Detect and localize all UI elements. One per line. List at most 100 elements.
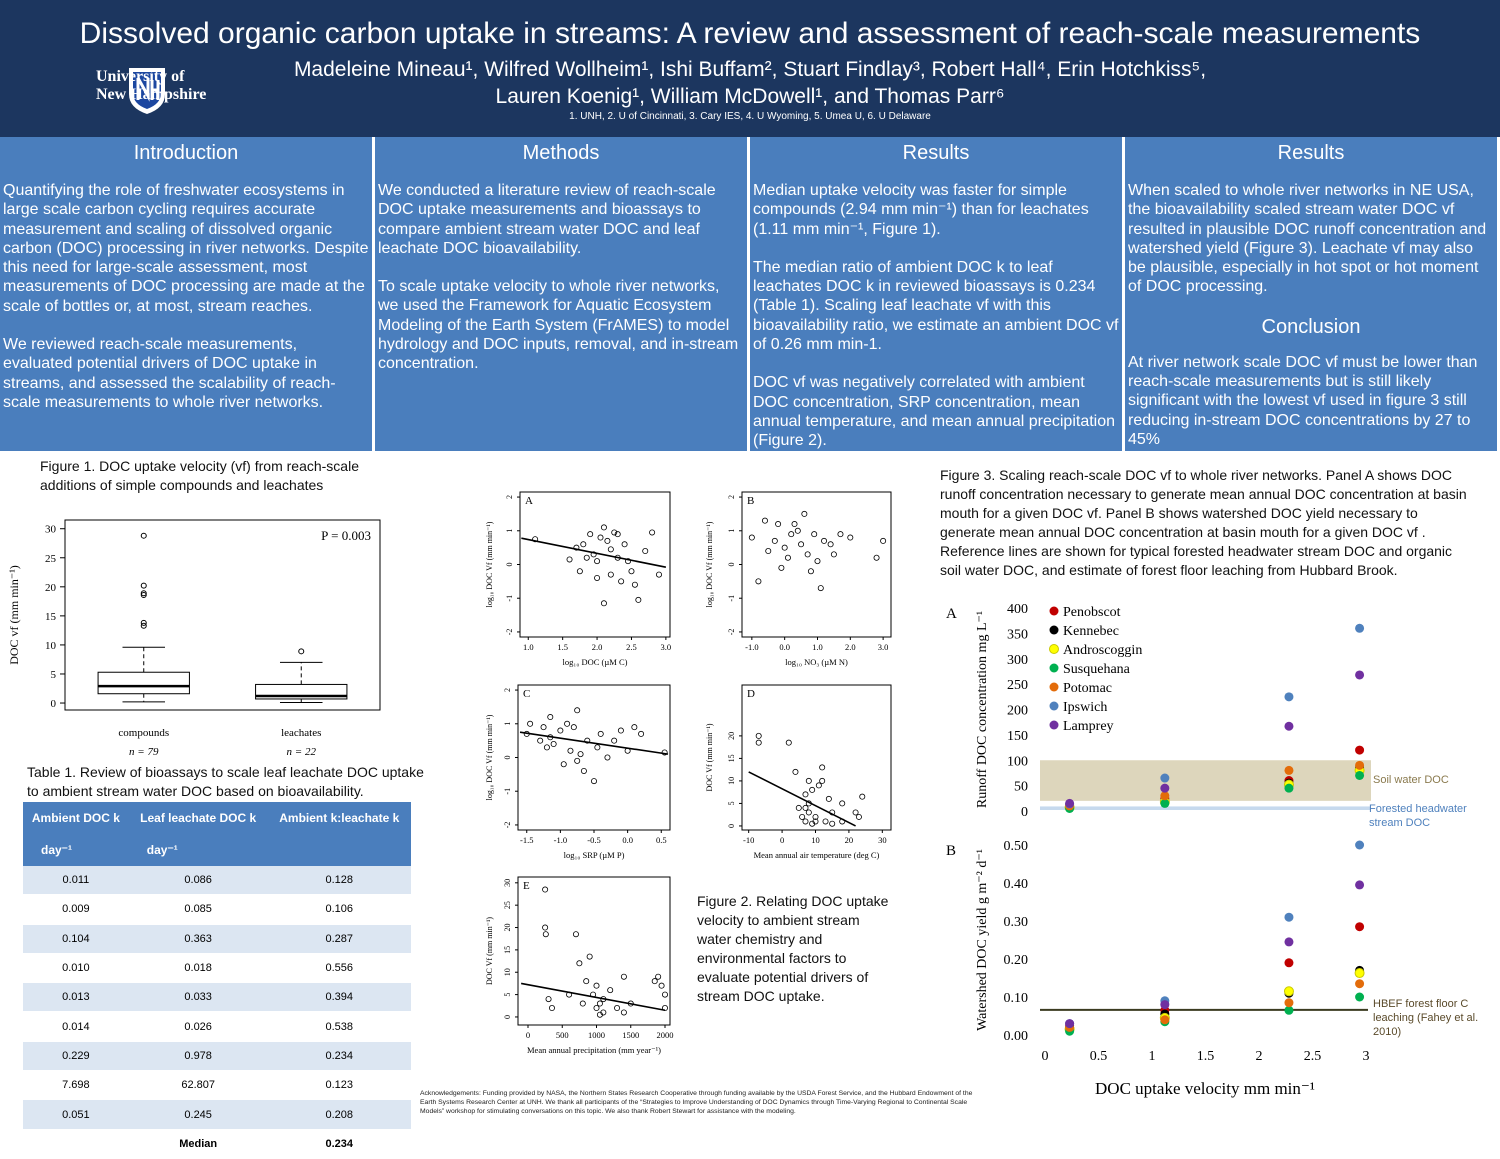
x-tick-label: 2.5 bbox=[626, 642, 637, 652]
point bbox=[822, 818, 829, 825]
scatter-chart: -2 -1 0 1 2 -1.5 -1.0 -0.5 0.0 0.5 log₁₀ SRP (µM P… bbox=[485, 684, 671, 860]
point bbox=[792, 768, 799, 775]
logo-line: University of bbox=[96, 68, 185, 85]
table-cell: 0.128 bbox=[267, 866, 411, 896]
point bbox=[778, 564, 785, 571]
point bbox=[576, 960, 583, 967]
point bbox=[1283, 986, 1294, 997]
point bbox=[781, 544, 788, 551]
point bbox=[795, 804, 802, 811]
point bbox=[798, 541, 805, 548]
point bbox=[617, 727, 624, 734]
point bbox=[532, 536, 539, 543]
point bbox=[614, 531, 621, 538]
x-tick-label: 10 bbox=[811, 835, 820, 845]
y-tick-label: 0.00 bbox=[1004, 1029, 1029, 1044]
panel-label: A bbox=[525, 495, 533, 507]
table-row: 0.229 0.978 0.234 bbox=[23, 1041, 411, 1072]
header-cell: Ambient k:leachate k bbox=[267, 802, 411, 834]
point bbox=[543, 744, 550, 751]
point bbox=[837, 531, 844, 538]
fit-line bbox=[521, 982, 666, 1012]
point bbox=[1284, 692, 1294, 702]
y-tick-label: 0 bbox=[1021, 805, 1028, 820]
x-tick-label: 2 bbox=[1256, 1049, 1263, 1064]
legend-label: Penobscot bbox=[1063, 605, 1121, 620]
point bbox=[852, 809, 859, 816]
point bbox=[548, 1005, 555, 1012]
y-tick-label: 5 bbox=[727, 801, 736, 805]
x-tick-label: 1.0 bbox=[812, 642, 823, 652]
y-tick-label: 5 bbox=[503, 993, 512, 997]
outlier bbox=[298, 648, 305, 655]
table-cell: 7.698 bbox=[23, 1070, 129, 1101]
x-tick-label: -0.5 bbox=[587, 835, 600, 845]
reference-label: Forested headwater stream DOC bbox=[1369, 803, 1467, 829]
point bbox=[631, 724, 638, 731]
table-cell: 0.123 bbox=[267, 1070, 411, 1101]
point bbox=[775, 521, 782, 528]
point bbox=[1355, 992, 1365, 1002]
point bbox=[1284, 912, 1294, 922]
table-cell: 0.009 bbox=[23, 894, 129, 925]
point bbox=[618, 578, 625, 585]
point bbox=[542, 886, 549, 893]
x-tick-label: -10 bbox=[743, 835, 754, 845]
point bbox=[583, 978, 590, 985]
x-tick-label: -1.5 bbox=[520, 835, 533, 845]
x-tick-label: 1000 bbox=[588, 1030, 605, 1040]
x-tick-label: 0.0 bbox=[779, 642, 790, 652]
table-cell: 0.106 bbox=[267, 894, 411, 925]
table-cell: 0.086 bbox=[128, 866, 268, 896]
y-tick-label: 20 bbox=[503, 924, 512, 932]
table-cell: 0.013 bbox=[23, 982, 129, 1013]
table-row: 0.104 0.363 0.287 bbox=[23, 924, 411, 954]
columns: Introduction Quantifying the role of fres… bbox=[0, 137, 1500, 451]
point bbox=[542, 924, 549, 931]
x-tick-label: 3.0 bbox=[661, 642, 672, 652]
table-cell: 0.556 bbox=[267, 953, 411, 984]
point bbox=[809, 820, 816, 827]
column-heading: Results bbox=[1277, 142, 1345, 164]
table-cell: 0.104 bbox=[23, 924, 129, 954]
column: Introduction Quantifying the role of fres… bbox=[0, 137, 372, 451]
table-cell: 0.394 bbox=[267, 982, 411, 1013]
y-tick-label: 0.30 bbox=[1004, 915, 1029, 930]
header-cell: Ambient DOC k bbox=[23, 802, 129, 834]
point bbox=[620, 973, 627, 980]
column-heading: Conclusion bbox=[1261, 315, 1361, 338]
point bbox=[827, 541, 834, 548]
affiliations: 1. UNH, 2. U of Cincinnati, 3. Cary IES,… bbox=[569, 111, 931, 122]
point bbox=[791, 521, 798, 528]
point bbox=[611, 529, 618, 536]
point bbox=[596, 1000, 603, 1007]
point bbox=[540, 724, 547, 731]
point bbox=[1355, 770, 1365, 780]
figure-caption: Figure 1. DOC uptake velocity (vf) from … bbox=[40, 458, 359, 493]
table-row: 7.698 62.807 0.123 bbox=[23, 1070, 411, 1101]
x-tick-label: 1 bbox=[1149, 1049, 1156, 1064]
y-tick-label: 300 bbox=[1007, 653, 1028, 668]
y-tick-label: 0 bbox=[727, 824, 736, 828]
point bbox=[1355, 623, 1365, 633]
y-tick-label: 15 bbox=[45, 611, 57, 623]
point bbox=[567, 747, 574, 754]
acknowledgements: Acknowledgements: Funding provided by NA… bbox=[420, 1090, 973, 1115]
header: Dissolved organic carbon uptake in strea… bbox=[0, 0, 1500, 137]
legend-label: Kennebec bbox=[1063, 624, 1119, 639]
point bbox=[1160, 773, 1170, 783]
point bbox=[815, 782, 822, 789]
point bbox=[1284, 783, 1294, 793]
point bbox=[799, 813, 806, 820]
point bbox=[855, 813, 862, 820]
point bbox=[583, 554, 590, 561]
point bbox=[584, 737, 591, 744]
plot-frame bbox=[517, 876, 671, 1026]
y-tick-label: 20 bbox=[45, 582, 57, 594]
point bbox=[591, 778, 598, 785]
x-tick-label: 1.0 bbox=[523, 642, 534, 652]
scatter-chart: -2 -1 0 1 2 -1.0 0.0 1.0 2.0 3.0 log₁₀ NO₃ (µM N) l… bbox=[705, 491, 892, 667]
table-row: 0.013 0.033 0.394 bbox=[23, 982, 411, 1013]
axis-label: log₁₀ DOC Vf (mm min⁻¹) bbox=[705, 521, 714, 607]
panel-label: A bbox=[946, 606, 957, 622]
